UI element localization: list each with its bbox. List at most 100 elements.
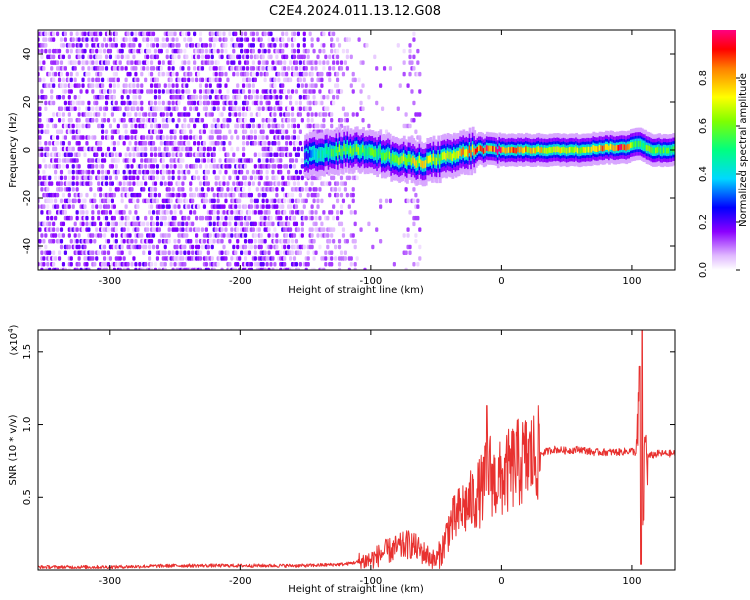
heatmap-cell — [91, 210, 95, 215]
heatmap-cell — [267, 48, 271, 54]
heatmap-cell — [116, 141, 120, 146]
heatmap-cell — [151, 169, 156, 175]
heatmap-cell — [44, 48, 48, 54]
heatmap-cell — [222, 106, 226, 111]
heatmap-cell — [193, 31, 197, 37]
heatmap-cell — [224, 256, 228, 261]
heatmap-cell — [142, 250, 146, 255]
heatmap-cell — [255, 94, 259, 100]
heatmap-cell — [63, 175, 68, 181]
heatmap-ridge-cell — [445, 152, 448, 161]
heatmap-ridge-cell — [440, 152, 444, 161]
heatmap-cell — [416, 198, 420, 204]
heatmap-cell — [136, 198, 140, 204]
heatmap-cell — [77, 112, 81, 117]
heatmap-cell — [330, 89, 334, 94]
heatmap-ridge-cell — [583, 146, 586, 153]
heatmap-cell — [120, 48, 124, 54]
heatmap-cell — [67, 192, 71, 198]
heatmap-ridge-cell — [501, 146, 505, 153]
heatmap-cell — [257, 60, 261, 65]
heatmap-cell — [212, 221, 216, 227]
heatmap-cell — [285, 233, 289, 238]
heatmap-cell — [263, 267, 267, 270]
heatmap-cell — [81, 227, 85, 232]
heatmap-cell — [81, 135, 85, 140]
heatmap-cell — [261, 54, 265, 60]
heatmap-cell — [122, 117, 126, 123]
heatmap-cell — [253, 210, 257, 215]
heatmap-cell — [408, 123, 412, 129]
heatmap-cell — [63, 66, 68, 71]
heatmap-ridge-cell — [449, 151, 453, 160]
heatmap-cell — [212, 152, 216, 158]
heatmap-cell — [328, 77, 332, 83]
heatmap-cell — [337, 43, 342, 48]
heatmap-cell — [204, 164, 208, 169]
heatmap-cell — [118, 106, 122, 111]
heatmap-cell — [169, 261, 173, 267]
heatmap-ridge-cell — [659, 147, 663, 154]
heatmap-cell — [171, 169, 175, 175]
heatmap-ridge-cell — [644, 143, 647, 149]
heatmap-cell — [57, 117, 62, 123]
heatmap-cell — [206, 181, 210, 186]
heatmap-cell — [204, 48, 208, 54]
heatmap-cell — [67, 175, 71, 181]
heatmap-cell — [335, 83, 340, 88]
heatmap-cell — [77, 123, 81, 129]
heatmap-cell — [240, 181, 244, 186]
heatmap-cell — [136, 146, 140, 152]
heatmap-cell — [267, 227, 271, 232]
heatmap-ridge-cell — [548, 147, 552, 153]
heatmap-cell — [38, 227, 42, 232]
heatmap-ridge-cell — [354, 144, 358, 153]
heatmap-cell — [85, 215, 89, 221]
heatmap-cell — [298, 250, 302, 255]
heatmap-cell — [52, 221, 56, 227]
heatmap-cell — [328, 181, 332, 186]
heatmap-cell — [332, 43, 336, 48]
heatmap-cell — [122, 43, 126, 48]
heatmap-cell — [196, 175, 201, 181]
heatmap-ridge-cell — [343, 143, 347, 152]
heatmap-ridge-cell — [556, 146, 560, 153]
heatmap-ridge-cell — [340, 148, 344, 157]
heatmap-cell — [101, 83, 105, 88]
heatmap-cell — [257, 152, 261, 158]
heatmap-ridge-cell — [581, 147, 585, 153]
heatmap-cell — [249, 129, 254, 135]
heatmap-cell — [126, 164, 130, 169]
heatmap-cell — [97, 77, 101, 83]
heatmap-cell — [57, 77, 62, 83]
heatmap-cell — [410, 60, 414, 65]
heatmap-cell — [171, 89, 175, 94]
heatmap-cell — [322, 267, 326, 270]
heatmap-cell — [355, 112, 359, 117]
heatmap-cell — [355, 256, 359, 261]
heatmap-cell — [222, 66, 226, 71]
heatmap-cell — [273, 227, 277, 232]
heatmap-cell — [330, 250, 334, 255]
heatmap-ridge-cell — [586, 146, 589, 153]
heatmap-cell — [120, 66, 124, 71]
heatmap-cell — [118, 181, 122, 186]
heatmap-cell — [249, 54, 254, 60]
heatmap-cell — [232, 60, 236, 65]
heatmap-cell — [189, 210, 193, 215]
heatmap-cell — [216, 175, 220, 181]
heatmap-cell — [155, 256, 160, 261]
heatmap-cell — [157, 227, 161, 232]
heatmap-cell — [102, 244, 107, 250]
heatmap-ridge-cell — [346, 143, 350, 151]
heatmap-cell — [310, 117, 314, 123]
heatmap-cell — [81, 54, 85, 60]
heatmap-ridge-cell — [387, 150, 391, 158]
heatmap-cell — [73, 94, 77, 100]
heatmap-cell — [253, 175, 257, 181]
heatmap-cell — [218, 83, 222, 88]
heatmap-cell — [52, 261, 56, 267]
heatmap-cell — [50, 117, 54, 123]
heatmap-cell — [335, 48, 340, 54]
heatmap-cell — [292, 146, 297, 152]
